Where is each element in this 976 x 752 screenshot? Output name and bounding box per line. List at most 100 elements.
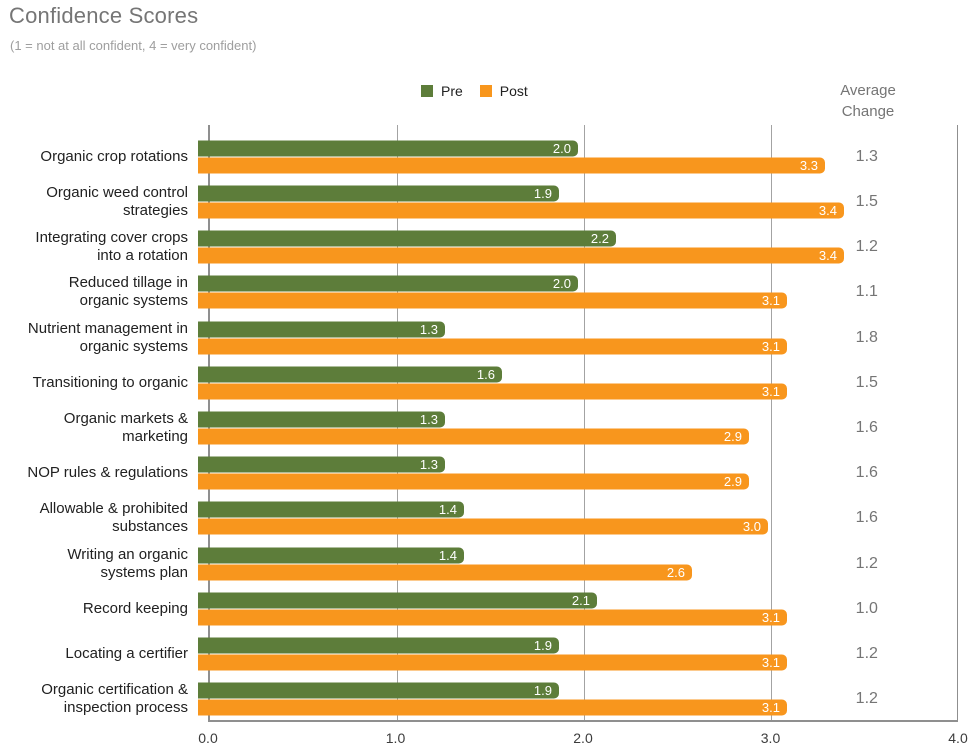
bar-pair: 1.9 3.1 [198, 637, 958, 671]
pre-bar: 2.0 [198, 140, 578, 157]
x-axis-tick: 2.0 [573, 730, 593, 746]
average-change-value: 1.8 [855, 328, 878, 346]
legend: Pre Post [421, 83, 528, 99]
average-change-header: Average Change [840, 82, 896, 120]
category-row: NOP rules & regulations 1.3 2.9 1.6 [0, 451, 958, 496]
legend-pre-label: Pre [441, 83, 463, 99]
x-axis-tick: 1.0 [385, 730, 406, 746]
post-bar-value: 2.9 [723, 429, 742, 445]
post-bar: 3.0 [198, 518, 768, 535]
category-label: Writing an organic systems plan [67, 545, 188, 581]
pre-bar: 2.1 [198, 592, 597, 609]
pre-bar-value: 2.2 [590, 231, 609, 247]
average-change-value: 1.0 [855, 599, 878, 617]
category-plot: 1.4 3.0 1.6 [198, 496, 958, 541]
pre-bar-value: 2.0 [552, 140, 571, 156]
category-plot: 1.9 3.1 1.2 [198, 677, 958, 722]
average-change-value: 1.6 [855, 419, 878, 437]
post-bar: 3.3 [198, 157, 825, 174]
bar-pair: 2.0 3.1 [198, 275, 958, 309]
post-bar: 3.1 [198, 609, 787, 626]
category-label: Transitioning to organic [32, 373, 188, 391]
category-row: Locating a certifier 1.9 3.1 1.2 [0, 632, 958, 677]
bar-pair: 2.2 3.4 [198, 230, 958, 264]
average-change-value: 1.5 [855, 192, 878, 210]
pre-bar: 1.3 [198, 411, 445, 428]
pre-bar: 1.4 [198, 501, 464, 518]
category-label: Organic certification & inspection proce… [41, 681, 188, 717]
pre-bar-value: 2.0 [552, 276, 571, 292]
category-row: Nutrient management in organic systems 1… [0, 315, 958, 360]
category-plot: 1.4 2.6 1.2 [198, 541, 958, 586]
bar-pair: 1.3 2.9 [198, 456, 958, 490]
x-axis-tick: 0.0 [198, 730, 218, 746]
gridline-2 [584, 125, 585, 720]
post-bar-value: 3.0 [742, 519, 761, 535]
legend-post-label: Post [499, 83, 528, 99]
pre-bar-value: 1.3 [419, 412, 438, 428]
post-bar-value: 3.4 [818, 202, 837, 218]
x-axis: 0.0 1.0 2.0 3.0 4.0 [198, 730, 967, 750]
category-row: Record keeping 2.1 3.1 1.0 [0, 586, 958, 631]
legend-item-post: Post [479, 83, 528, 99]
pre-swatch-icon [421, 85, 433, 97]
post-bar-value: 3.1 [761, 655, 780, 671]
chart-subtitle: (1 = not at all confident, 4 = very conf… [10, 38, 257, 53]
pre-bar-value: 1.9 [533, 683, 552, 699]
chart-rows: Organic crop rotations 2.0 3.3 1.3 Organ… [0, 134, 958, 722]
pre-bar-value: 1.4 [438, 502, 457, 518]
bar-pair: 1.9 3.4 [198, 185, 958, 219]
category-row: Organic crop rotations 2.0 3.3 1.3 [0, 134, 958, 179]
post-bar-value: 3.1 [761, 383, 780, 399]
post-bar-value: 3.1 [761, 609, 780, 625]
pre-bar: 2.2 [198, 230, 616, 247]
category-plot: 2.0 3.3 1.3 [198, 134, 958, 179]
post-bar: 3.1 [198, 292, 787, 309]
post-bar: 3.1 [198, 338, 787, 355]
category-plot: 2.1 3.1 1.0 [198, 586, 958, 631]
x-axis-tick: 4.0 [948, 730, 968, 746]
average-change-value: 1.3 [855, 147, 878, 165]
post-bar: 3.1 [198, 654, 787, 671]
category-row: Organic certification & inspection proce… [0, 677, 958, 722]
post-swatch-icon [479, 85, 492, 97]
pre-bar-value: 1.6 [476, 366, 495, 382]
bar-pair: 1.3 3.1 [198, 321, 958, 355]
category-plot: 1.6 3.1 1.5 [198, 360, 958, 405]
post-bar-value: 3.4 [818, 248, 837, 264]
category-row: Integrating cover crops into a rotation … [0, 224, 958, 269]
chart-title: Confidence Scores [9, 3, 199, 28]
bar-pair: 1.4 2.6 [198, 547, 958, 581]
pre-bar-value: 1.3 [419, 457, 438, 473]
category-label: Integrating cover crops into a rotation [35, 229, 188, 265]
average-change-value: 1.2 [855, 238, 878, 256]
average-change-value: 1.2 [855, 690, 878, 708]
pre-bar-value: 2.1 [571, 592, 590, 608]
x-axis-tick: 3.0 [760, 730, 781, 746]
category-label: Organic weed control strategies [46, 183, 188, 219]
post-bar-value: 3.1 [761, 700, 780, 716]
category-row: Reduced tillage in organic systems 2.0 3… [0, 270, 958, 315]
pre-bar: 1.4 [198, 547, 464, 564]
category-row: Organic weed control strategies 1.9 3.4 … [0, 179, 958, 224]
pre-bar-value: 1.4 [438, 547, 457, 563]
category-row: Allowable & prohibited substances 1.4 3.… [0, 496, 958, 541]
pre-bar: 2.0 [198, 275, 578, 292]
post-bar-value: 2.6 [666, 564, 685, 580]
post-bar: 3.1 [198, 383, 787, 400]
post-bar-value: 2.9 [723, 474, 742, 490]
category-plot: 1.9 3.4 1.5 [198, 179, 958, 224]
category-label: Organic markets & marketing [63, 410, 188, 446]
category-label: Organic crop rotations [40, 147, 188, 165]
post-bar-value: 3.3 [799, 157, 818, 173]
pre-bar: 1.9 [198, 682, 559, 699]
pre-bar: 1.9 [198, 637, 559, 654]
category-label: Allowable & prohibited substances [39, 500, 188, 536]
post-bar-value: 3.1 [761, 338, 780, 354]
gridline-4 [957, 125, 958, 720]
category-plot: 1.3 2.9 1.6 [198, 405, 958, 450]
average-change-value: 1.2 [855, 645, 878, 663]
gridline-3 [771, 125, 772, 720]
post-bar: 3.4 [198, 202, 844, 219]
post-bar: 2.6 [198, 564, 692, 581]
